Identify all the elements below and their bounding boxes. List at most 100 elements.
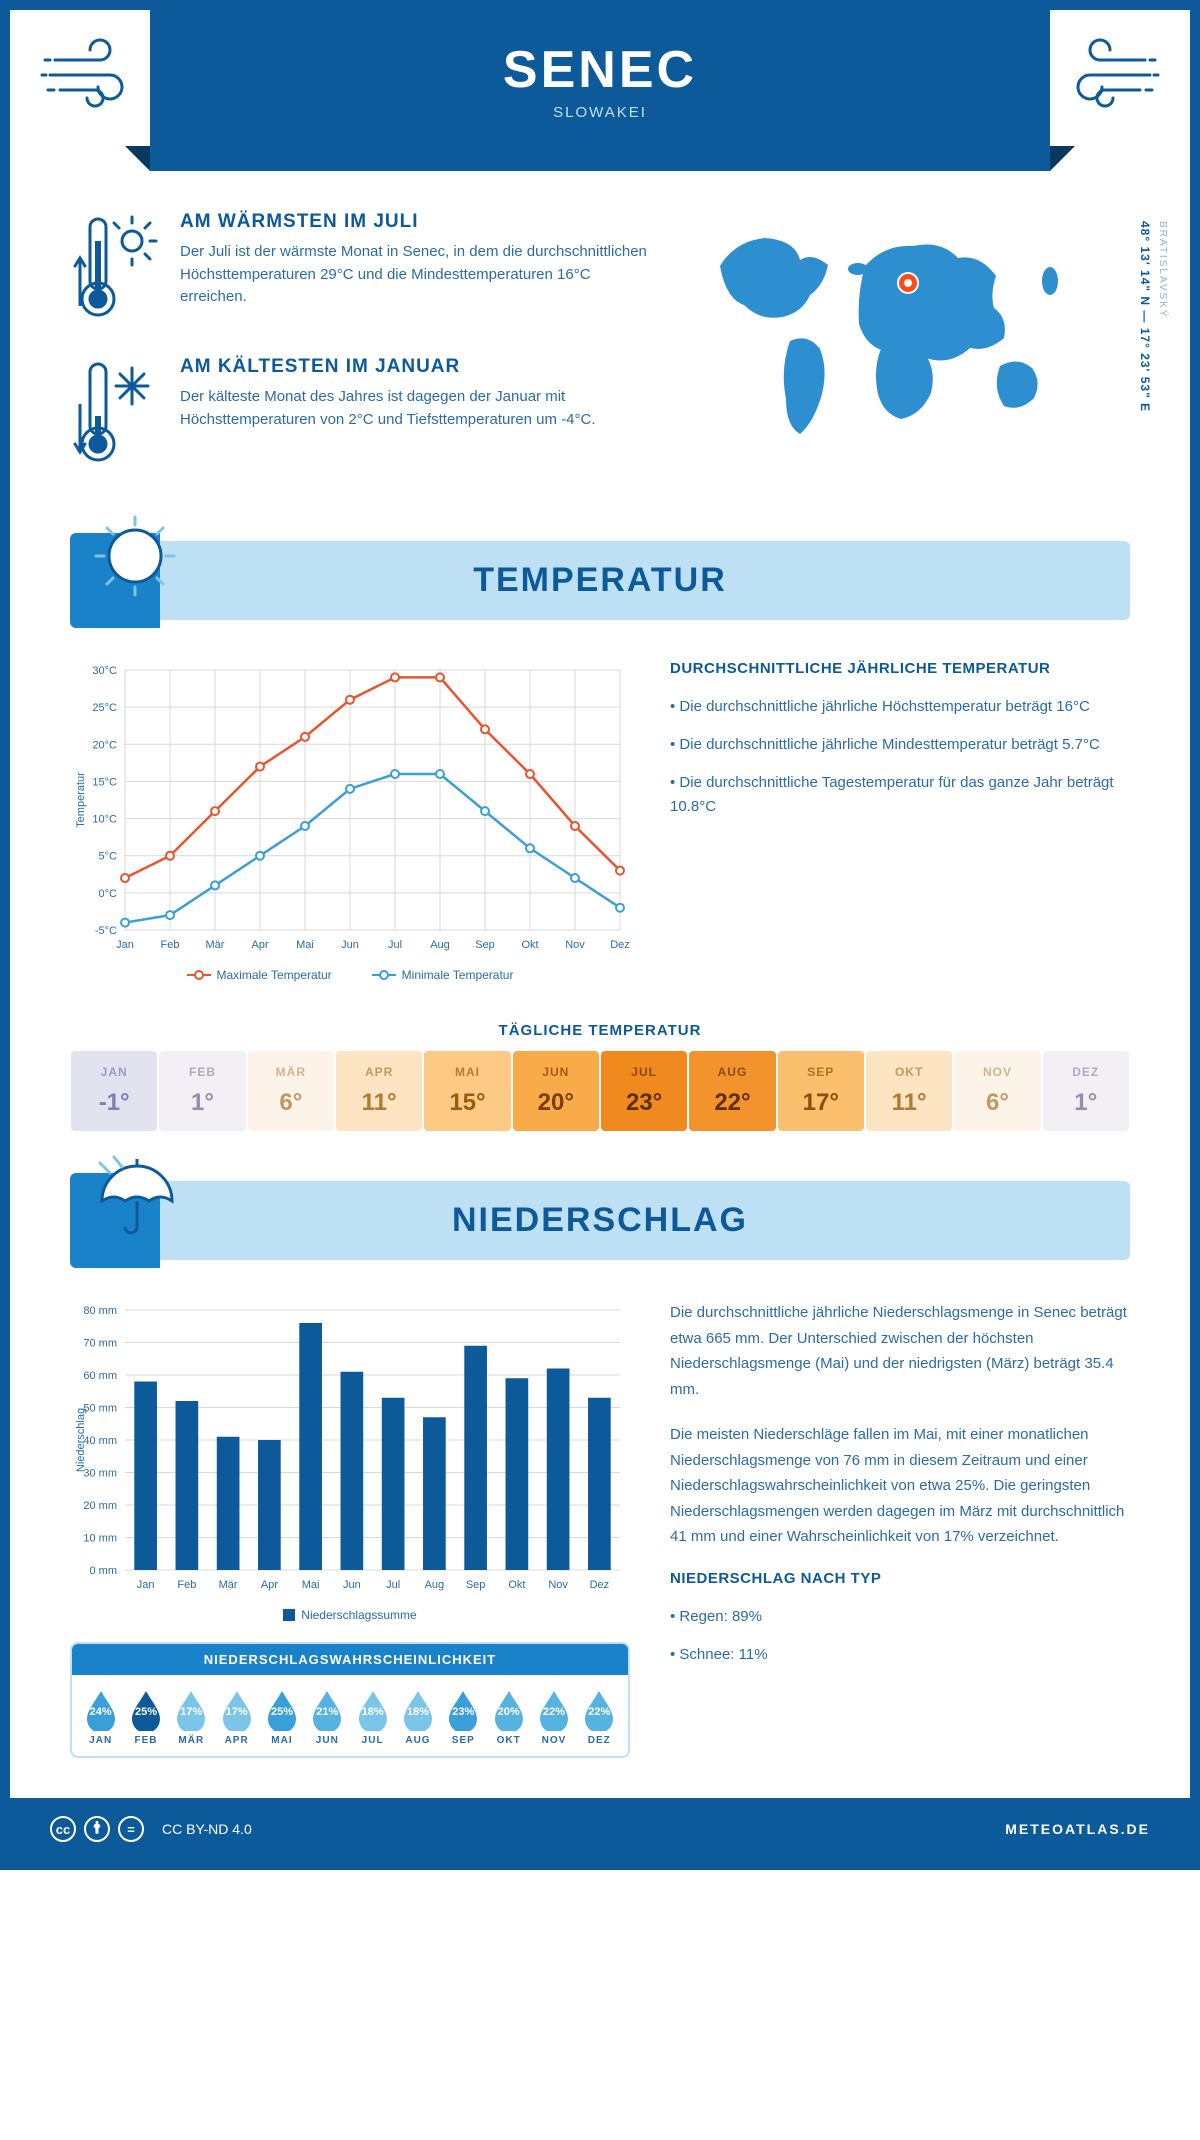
svg-text:20°C: 20°C xyxy=(92,739,117,751)
svg-text:0°C: 0°C xyxy=(99,888,118,900)
country-subtitle: SLOWAKEI xyxy=(150,104,1050,121)
svg-text:Temperatur: Temperatur xyxy=(75,772,87,828)
precip-prob-cell: 25%MAI xyxy=(259,1689,304,1746)
svg-text:Jun: Jun xyxy=(343,1579,361,1591)
svg-text:20 mm: 20 mm xyxy=(83,1500,117,1512)
svg-text:30°C: 30°C xyxy=(92,665,117,677)
daily-temp-cell: FEB1° xyxy=(159,1051,245,1131)
svg-text:Jul: Jul xyxy=(388,939,402,951)
precip-text-1: Die durchschnittliche jährliche Niedersc… xyxy=(670,1300,1130,1402)
svg-text:Apr: Apr xyxy=(261,1579,278,1591)
svg-text:40 mm: 40 mm xyxy=(83,1435,117,1447)
svg-text:Nov: Nov xyxy=(548,1579,568,1591)
svg-text:Niederschlag: Niederschlag xyxy=(75,1408,87,1472)
legend-precip-label: Niederschlagssumme xyxy=(301,1608,416,1622)
precip-type-rain: • Regen: 89% xyxy=(670,1605,1130,1629)
svg-text:10 mm: 10 mm xyxy=(83,1533,117,1545)
temp-bullet: • Die durchschnittliche jährliche Mindes… xyxy=(670,733,1130,757)
footer: cc 🛉 = CC BY-ND 4.0 METEOATLAS.DE xyxy=(10,1798,1190,1860)
svg-text:-5°C: -5°C xyxy=(95,925,117,937)
thermometer-hot-icon xyxy=(70,211,160,326)
region-label: BRATISLAVSKÝ xyxy=(1157,221,1168,319)
temp-side-title: DURCHSCHNITTLICHE JÄHRLICHE TEMPERATUR xyxy=(670,660,1130,677)
svg-text:Dez: Dez xyxy=(590,1579,610,1591)
precip-prob-cell: 18%JUL xyxy=(350,1689,395,1746)
coordinates: 48° 13' 14" N — 17° 23' 53" E xyxy=(1138,221,1152,412)
daily-temp-cell: DEZ1° xyxy=(1043,1051,1129,1131)
svg-text:80 mm: 80 mm xyxy=(83,1305,117,1317)
daily-temp-cell: MÄR6° xyxy=(248,1051,334,1131)
daily-temp-cell: JUL23° xyxy=(601,1051,687,1131)
precip-section-banner: NIEDERSCHLAG xyxy=(70,1181,1130,1260)
svg-text:Okt: Okt xyxy=(521,939,538,951)
header-banner: SENEC SLOWAKEI xyxy=(150,10,1050,171)
svg-text:Feb: Feb xyxy=(161,939,180,951)
svg-text:25°C: 25°C xyxy=(92,702,117,714)
precip-prob-cell: 22%NOV xyxy=(531,1689,576,1746)
precip-heading: NIEDERSCHLAG xyxy=(70,1201,1130,1240)
cc-icon: cc xyxy=(50,1816,76,1842)
license-block: cc 🛉 = CC BY-ND 4.0 xyxy=(50,1816,252,1842)
svg-text:Jan: Jan xyxy=(116,939,134,951)
daily-temp-cell: APR11° xyxy=(336,1051,422,1131)
sun-icon xyxy=(90,511,180,606)
daily-temp-cell: MAI15° xyxy=(424,1051,510,1131)
daily-temp-table: JAN-1°FEB1°MÄR6°APR11°MAI15°JUN20°JUL23°… xyxy=(70,1051,1130,1131)
svg-text:60 mm: 60 mm xyxy=(83,1370,117,1382)
svg-text:Mai: Mai xyxy=(302,1579,320,1591)
svg-text:Mär: Mär xyxy=(219,1579,238,1591)
site-name: METEOATLAS.DE xyxy=(1005,1821,1150,1837)
precip-prob-cell: 17%APR xyxy=(214,1689,259,1746)
precip-text-2: Die meisten Niederschläge fallen im Mai,… xyxy=(670,1422,1130,1550)
umbrella-icon xyxy=(90,1151,180,1246)
daily-temp-cell: JAN-1° xyxy=(71,1051,157,1131)
svg-text:10°C: 10°C xyxy=(92,814,117,826)
daily-temp-title: TÄGLICHE TEMPERATUR xyxy=(70,1022,1130,1039)
warmest-title: AM WÄRMSTEN IM JULI xyxy=(180,211,650,233)
svg-text:Apr: Apr xyxy=(251,939,268,951)
precip-prob-cell: 21%JUN xyxy=(305,1689,350,1746)
license-text: CC BY-ND 4.0 xyxy=(162,1821,252,1837)
svg-text:Aug: Aug xyxy=(430,939,450,951)
svg-text:Feb: Feb xyxy=(177,1579,196,1591)
svg-text:Jun: Jun xyxy=(341,939,359,951)
svg-text:Nov: Nov xyxy=(565,939,585,951)
world-map xyxy=(690,211,1130,456)
precip-prob-cell: 18%AUG xyxy=(395,1689,440,1746)
svg-text:50 mm: 50 mm xyxy=(83,1403,117,1415)
coldest-title: AM KÄLTESTEN IM JANUAR xyxy=(180,356,650,378)
by-icon: 🛉 xyxy=(84,1816,110,1842)
precip-prob-cell: 25%FEB xyxy=(123,1689,168,1746)
precip-prob-title: NIEDERSCHLAGSWAHRSCHEINLICHKEIT xyxy=(72,1644,628,1675)
precip-prob-cell: 17%MÄR xyxy=(169,1689,214,1746)
svg-text:5°C: 5°C xyxy=(99,851,118,863)
daily-temp-cell: AUG22° xyxy=(689,1051,775,1131)
coldest-text: Der kälteste Monat des Jahres ist dagege… xyxy=(180,386,650,431)
daily-temp-cell: NOV6° xyxy=(954,1051,1040,1131)
svg-text:30 mm: 30 mm xyxy=(83,1468,117,1480)
legend-min-label: Minimale Temperatur xyxy=(402,968,514,982)
daily-temp-cell: OKT11° xyxy=(866,1051,952,1131)
svg-text:Jan: Jan xyxy=(137,1579,155,1591)
temperature-heading: TEMPERATUR xyxy=(70,561,1130,600)
precip-type-title: NIEDERSCHLAG NACH TYP xyxy=(670,1570,1130,1587)
legend-max-label: Maximale Temperatur xyxy=(217,968,332,982)
svg-text:15°C: 15°C xyxy=(92,776,117,788)
svg-text:Dez: Dez xyxy=(610,939,630,951)
svg-text:Sep: Sep xyxy=(475,939,495,951)
precip-probability-box: NIEDERSCHLAGSWAHRSCHEINLICHKEIT 24%JAN25… xyxy=(70,1642,630,1758)
thermometer-cold-icon xyxy=(70,356,160,471)
daily-temp-cell: SEP17° xyxy=(778,1051,864,1131)
temp-chart-legend: Maximale Temperatur Minimale Temperatur xyxy=(70,968,630,982)
svg-text:Mär: Mär xyxy=(206,939,225,951)
precip-prob-cell: 20%OKT xyxy=(486,1689,531,1746)
svg-text:70 mm: 70 mm xyxy=(83,1338,117,1350)
svg-text:0 mm: 0 mm xyxy=(90,1565,118,1577)
precip-type-snow: • Schnee: 11% xyxy=(670,1643,1130,1667)
svg-text:Sep: Sep xyxy=(466,1579,486,1591)
svg-text:Jul: Jul xyxy=(386,1579,400,1591)
precip-prob-cell: 22%DEZ xyxy=(577,1689,622,1746)
temperature-line-chart: -5°C 0°C 5°C 10°C 15°C 20°C 25°C 30°C Jan Feb Mär A… xyxy=(70,660,630,960)
warmest-text: Der Juli ist der wärmste Monat in Senec,… xyxy=(180,241,650,309)
city-title: SENEC xyxy=(150,40,1050,100)
